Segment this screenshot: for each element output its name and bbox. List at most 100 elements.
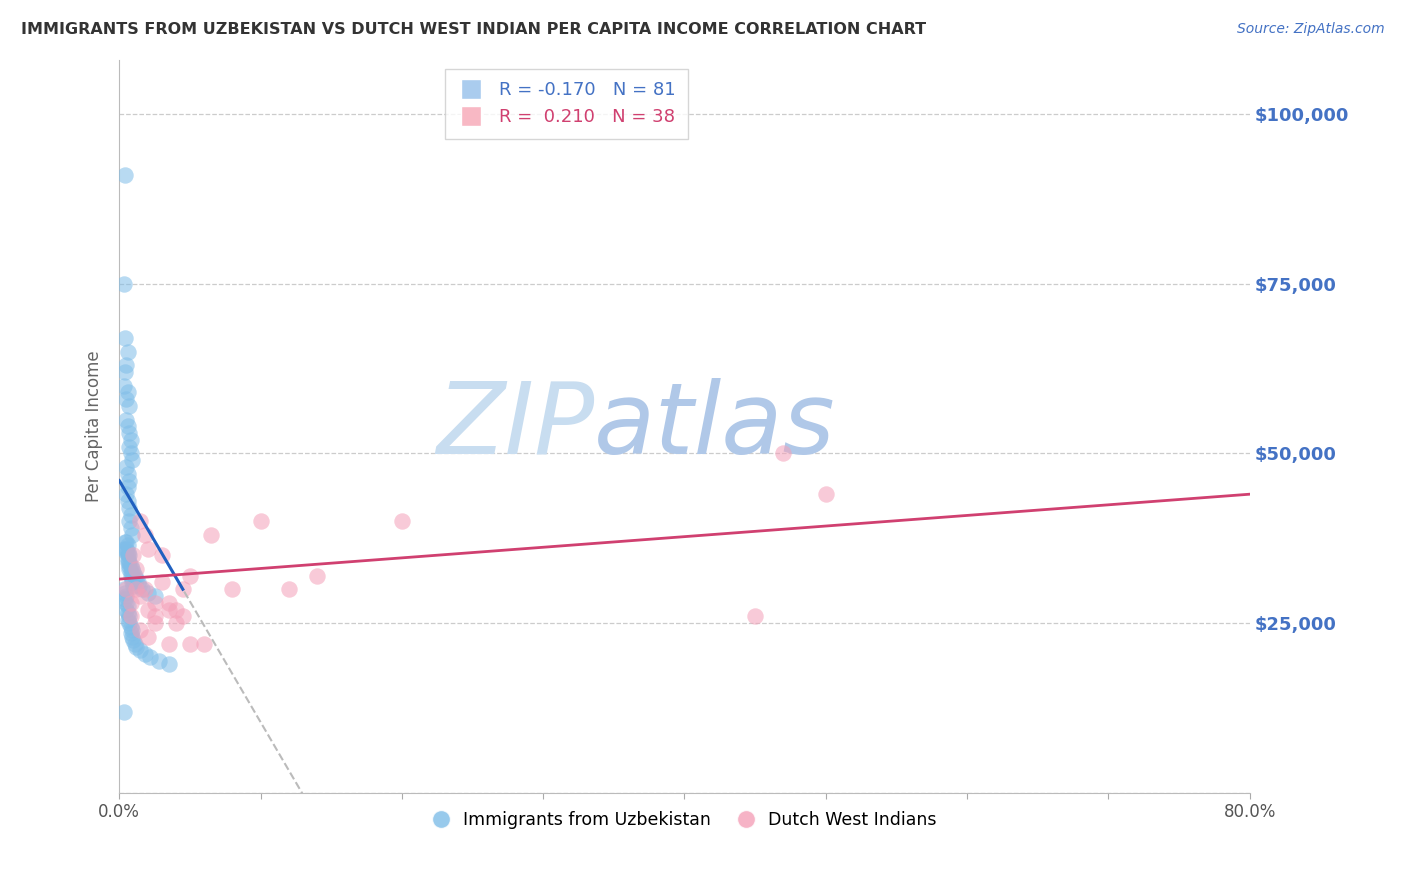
Point [131,582,153,597]
Y-axis label: Per Capita Income: Per Capita Income [86,351,103,502]
Point [200,528,222,542]
Point [139,650,162,665]
Point [120,619,142,633]
Point [125,562,148,576]
Point [143,616,166,631]
Point [117,545,139,559]
Point [124,637,146,651]
Point [136,630,159,644]
Point [277,582,299,597]
Point [118,514,141,528]
Point [165,602,187,616]
Point [307,568,329,582]
Point [121,630,143,644]
Point [150,575,173,590]
Point [129,514,152,528]
Point [143,609,166,624]
Point [115,589,138,603]
Point [118,555,141,569]
Point [115,412,138,426]
Point [112,582,135,597]
Point [122,579,145,593]
Text: Source: ZipAtlas.com: Source: ZipAtlas.com [1237,22,1385,37]
Point [118,474,141,488]
Point [115,541,138,556]
Point [172,609,194,624]
Point [179,568,201,582]
Point [120,433,142,447]
Point [134,647,156,661]
Point [120,558,142,573]
Point [172,582,194,597]
Point [118,549,141,563]
Point [120,596,142,610]
Point [148,654,170,668]
Text: ZIP: ZIP [436,378,593,475]
Point [772,446,794,460]
Point [120,521,142,535]
Point [118,426,141,441]
Point [127,575,149,590]
Point [117,549,139,563]
Point [117,344,139,359]
Point [118,399,141,413]
Point [121,572,143,586]
Point [120,626,142,640]
Point [121,623,143,637]
Point [249,514,271,528]
Point [136,541,159,556]
Point [117,613,139,627]
Point [121,562,143,576]
Point [120,446,142,460]
Text: #d8e8f8: #d8e8f8 [685,425,690,426]
Point [157,602,180,616]
Point [117,494,139,508]
Point [118,562,141,576]
Point [114,592,136,607]
Point [121,575,143,590]
Point [134,528,156,542]
Point [157,596,180,610]
Point [118,616,141,631]
Text: atlas: atlas [593,378,835,475]
Point [122,549,145,563]
Point [115,602,138,616]
Point [129,623,152,637]
Point [118,440,141,454]
Point [391,514,413,528]
Point [117,419,139,434]
Point [129,643,152,657]
Point [128,579,150,593]
Point [150,549,173,563]
Point [115,582,138,597]
Point [115,596,138,610]
Point [122,633,145,648]
Point [114,534,136,549]
Point [112,705,135,719]
Point [125,640,148,654]
Point [120,508,142,522]
Point [143,589,166,603]
Point [114,585,136,599]
Point [117,551,139,566]
Point [117,555,139,569]
Legend: Immigrants from Uzbekistan, Dutch West Indians: Immigrants from Uzbekistan, Dutch West I… [425,804,943,836]
Point [112,378,135,392]
Point [143,596,166,610]
Point [120,609,142,624]
Point [157,657,180,671]
Point [117,538,139,552]
Point [112,277,135,291]
Point [114,365,136,379]
Point [179,637,201,651]
Point [117,606,139,620]
Point [121,528,143,542]
Point [115,545,138,559]
Point [221,582,243,597]
Point [114,168,136,182]
Point [136,585,159,599]
Point [124,568,146,582]
Point [744,609,766,624]
Point [114,331,136,345]
Point [115,487,138,501]
